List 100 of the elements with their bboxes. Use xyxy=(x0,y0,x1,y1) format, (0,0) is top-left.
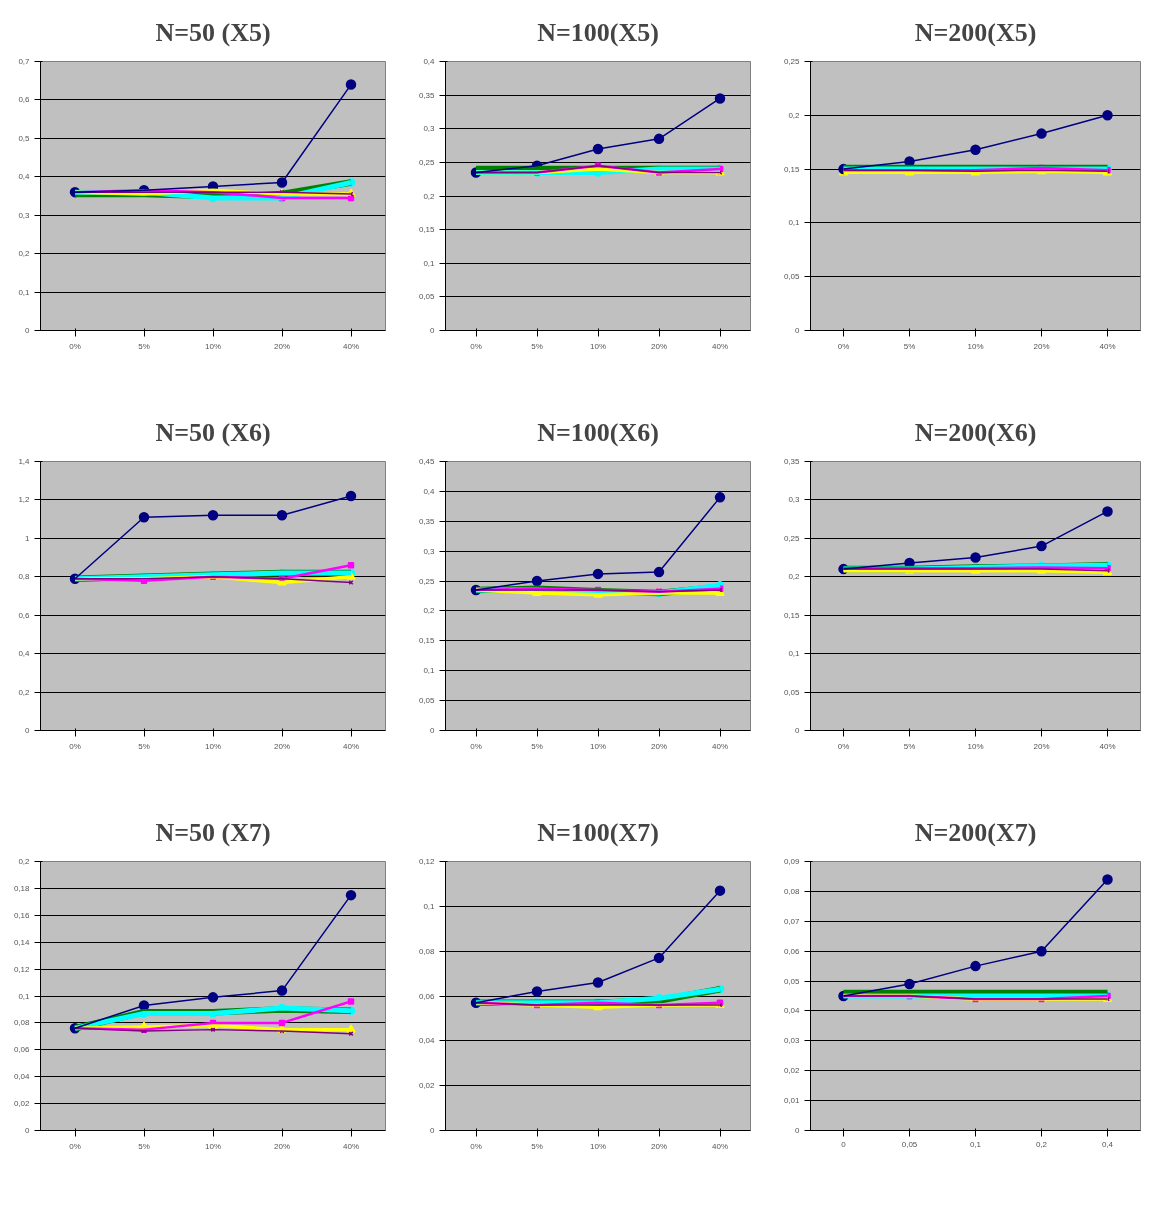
x-tick-label: 40% xyxy=(1099,741,1116,751)
y-tick-label: 0,6 xyxy=(18,95,31,105)
chart-title: N=200(X7) xyxy=(914,817,1037,847)
x-tick-label: 10% xyxy=(589,741,607,751)
y-tick-label: 0 xyxy=(430,326,436,335)
y-tick-label: 0,3 xyxy=(423,546,436,556)
y-tick-label: 0,15 xyxy=(418,636,436,646)
x-tick-label: 40% xyxy=(1099,341,1116,351)
y-tick-label: 0,12 xyxy=(418,857,436,866)
x-tick-label: 10% xyxy=(589,341,607,351)
chart-title: N=100(X5) xyxy=(537,17,659,47)
x-tick-label: 10% xyxy=(967,341,984,351)
y-tick-label: 0 xyxy=(795,1126,801,1135)
y-tick-label: 0,1 xyxy=(18,287,31,297)
y-tick-label: 0,4 xyxy=(423,57,436,66)
x-tick-label: 10% xyxy=(204,741,222,751)
y-tick-label: 0,45 xyxy=(418,457,436,466)
chart-title: N=50 (X6) xyxy=(155,417,271,447)
x-tick-label: 10% xyxy=(204,341,222,351)
x-tick-label: 5% xyxy=(138,1141,150,1151)
y-tick-label: 1,4 xyxy=(18,457,31,466)
x-tick-label: 0% xyxy=(69,741,81,751)
chart-title: N=50 (X5) xyxy=(155,17,271,47)
y-tick-label: 0,15 xyxy=(783,164,801,174)
x-tick-label: 5% xyxy=(903,741,916,751)
x-tick-label: 5% xyxy=(138,741,150,751)
x-tick-label: 20% xyxy=(273,341,291,351)
x-tick-label: 20% xyxy=(650,1141,668,1151)
y-tick-label: 0,08 xyxy=(418,946,436,956)
y-tick-label: 0,08 xyxy=(783,886,801,896)
y-tick-label: 0,04 xyxy=(13,1072,31,1082)
y-tick-label: 0,2 xyxy=(18,857,31,866)
y-tick-label: 0,6 xyxy=(18,610,31,620)
x-tick-label: 0,4 xyxy=(1101,1139,1114,1149)
y-tick-label: 0,02 xyxy=(13,1099,31,1109)
y-tick-label: 0,25 xyxy=(418,576,436,586)
y-tick-label: 0,25 xyxy=(783,533,801,543)
y-tick-label: 0,06 xyxy=(783,946,801,956)
y-tick-label: 0,1 xyxy=(423,901,436,911)
x-tick-label: 0% xyxy=(837,341,850,351)
x-tick-label: 10% xyxy=(204,1141,222,1151)
y-tick-label: 0,05 xyxy=(418,696,436,706)
y-tick-label: 0,12 xyxy=(13,964,31,974)
x-tick-label: 40% xyxy=(342,341,360,351)
y-tick-label: 0,5 xyxy=(18,133,31,143)
y-tick-label: 0,05 xyxy=(783,272,801,282)
y-tick-label: 0,04 xyxy=(418,1036,436,1046)
y-tick-label: 0,25 xyxy=(783,57,801,66)
y-tick-label: 0,16 xyxy=(13,910,31,920)
y-tick-label: 0,15 xyxy=(783,610,801,620)
y-tick-label: 0,35 xyxy=(418,516,436,526)
y-tick-label: 0,35 xyxy=(783,457,801,466)
x-tick-label: 0% xyxy=(470,1141,482,1151)
y-tick-label: 0,15 xyxy=(418,225,436,235)
y-tick-label: 0 xyxy=(25,726,31,735)
y-tick-label: 0,08 xyxy=(13,1018,31,1028)
x-tick-label: 40% xyxy=(342,741,360,751)
x-tick-label: 5% xyxy=(531,341,543,351)
x-tick-label: 0% xyxy=(69,1141,81,1151)
x-tick-label: 0,2 xyxy=(1035,1139,1048,1149)
chart-title: N=50 (X7) xyxy=(155,817,271,847)
y-tick-label: 0,3 xyxy=(788,495,801,505)
chart-title: N=200(X6) xyxy=(914,417,1037,447)
x-tick-label: 0,05 xyxy=(901,1139,918,1149)
y-tick-label: 0,7 xyxy=(18,57,31,66)
y-tick-label: 0,14 xyxy=(13,937,31,947)
x-tick-label: 5% xyxy=(531,1141,543,1151)
y-tick-label: 0,02 xyxy=(418,1081,436,1091)
y-tick-label: 0,4 xyxy=(423,486,436,496)
x-tick-label: 5% xyxy=(531,741,543,751)
y-tick-label: 0 xyxy=(430,726,436,735)
y-tick-label: 0,35 xyxy=(418,90,436,100)
y-tick-label: 0,2 xyxy=(788,572,801,582)
y-tick-label: 0,1 xyxy=(788,218,801,228)
y-tick-label: 0,05 xyxy=(783,976,801,986)
x-tick-label: 0% xyxy=(470,341,482,351)
y-tick-label: 0,05 xyxy=(783,687,801,697)
y-tick-label: 0 xyxy=(25,1126,31,1135)
y-tick-label: 0,2 xyxy=(423,606,436,616)
x-tick-label: 20% xyxy=(1033,341,1050,351)
y-tick-label: 0,2 xyxy=(788,110,801,120)
y-tick-label: 0,4 xyxy=(18,649,31,659)
y-tick-label: 0 xyxy=(795,726,801,735)
y-tick-label: 0,09 xyxy=(783,857,801,866)
x-tick-label: 20% xyxy=(273,1141,291,1151)
y-tick-label: 0,1 xyxy=(423,258,436,268)
y-tick-label: 0 xyxy=(430,1126,436,1135)
y-tick-label: 0,2 xyxy=(18,687,31,697)
y-tick-label: 0,1 xyxy=(788,649,801,659)
y-tick-label: 0,05 xyxy=(418,292,436,302)
y-tick-label: 0,18 xyxy=(13,883,31,893)
x-tick-label: 5% xyxy=(138,341,150,351)
y-tick-label: 0 xyxy=(795,326,801,335)
y-tick-label: 1,2 xyxy=(18,495,31,505)
chart-title: N=200(X5) xyxy=(914,17,1037,47)
y-tick-label: 0,02 xyxy=(783,1066,801,1076)
x-tick-label: 0% xyxy=(470,741,482,751)
y-tick-label: 0,2 xyxy=(18,249,31,259)
y-tick-label: 0,3 xyxy=(423,124,436,134)
y-tick-label: 0,03 xyxy=(783,1036,801,1046)
